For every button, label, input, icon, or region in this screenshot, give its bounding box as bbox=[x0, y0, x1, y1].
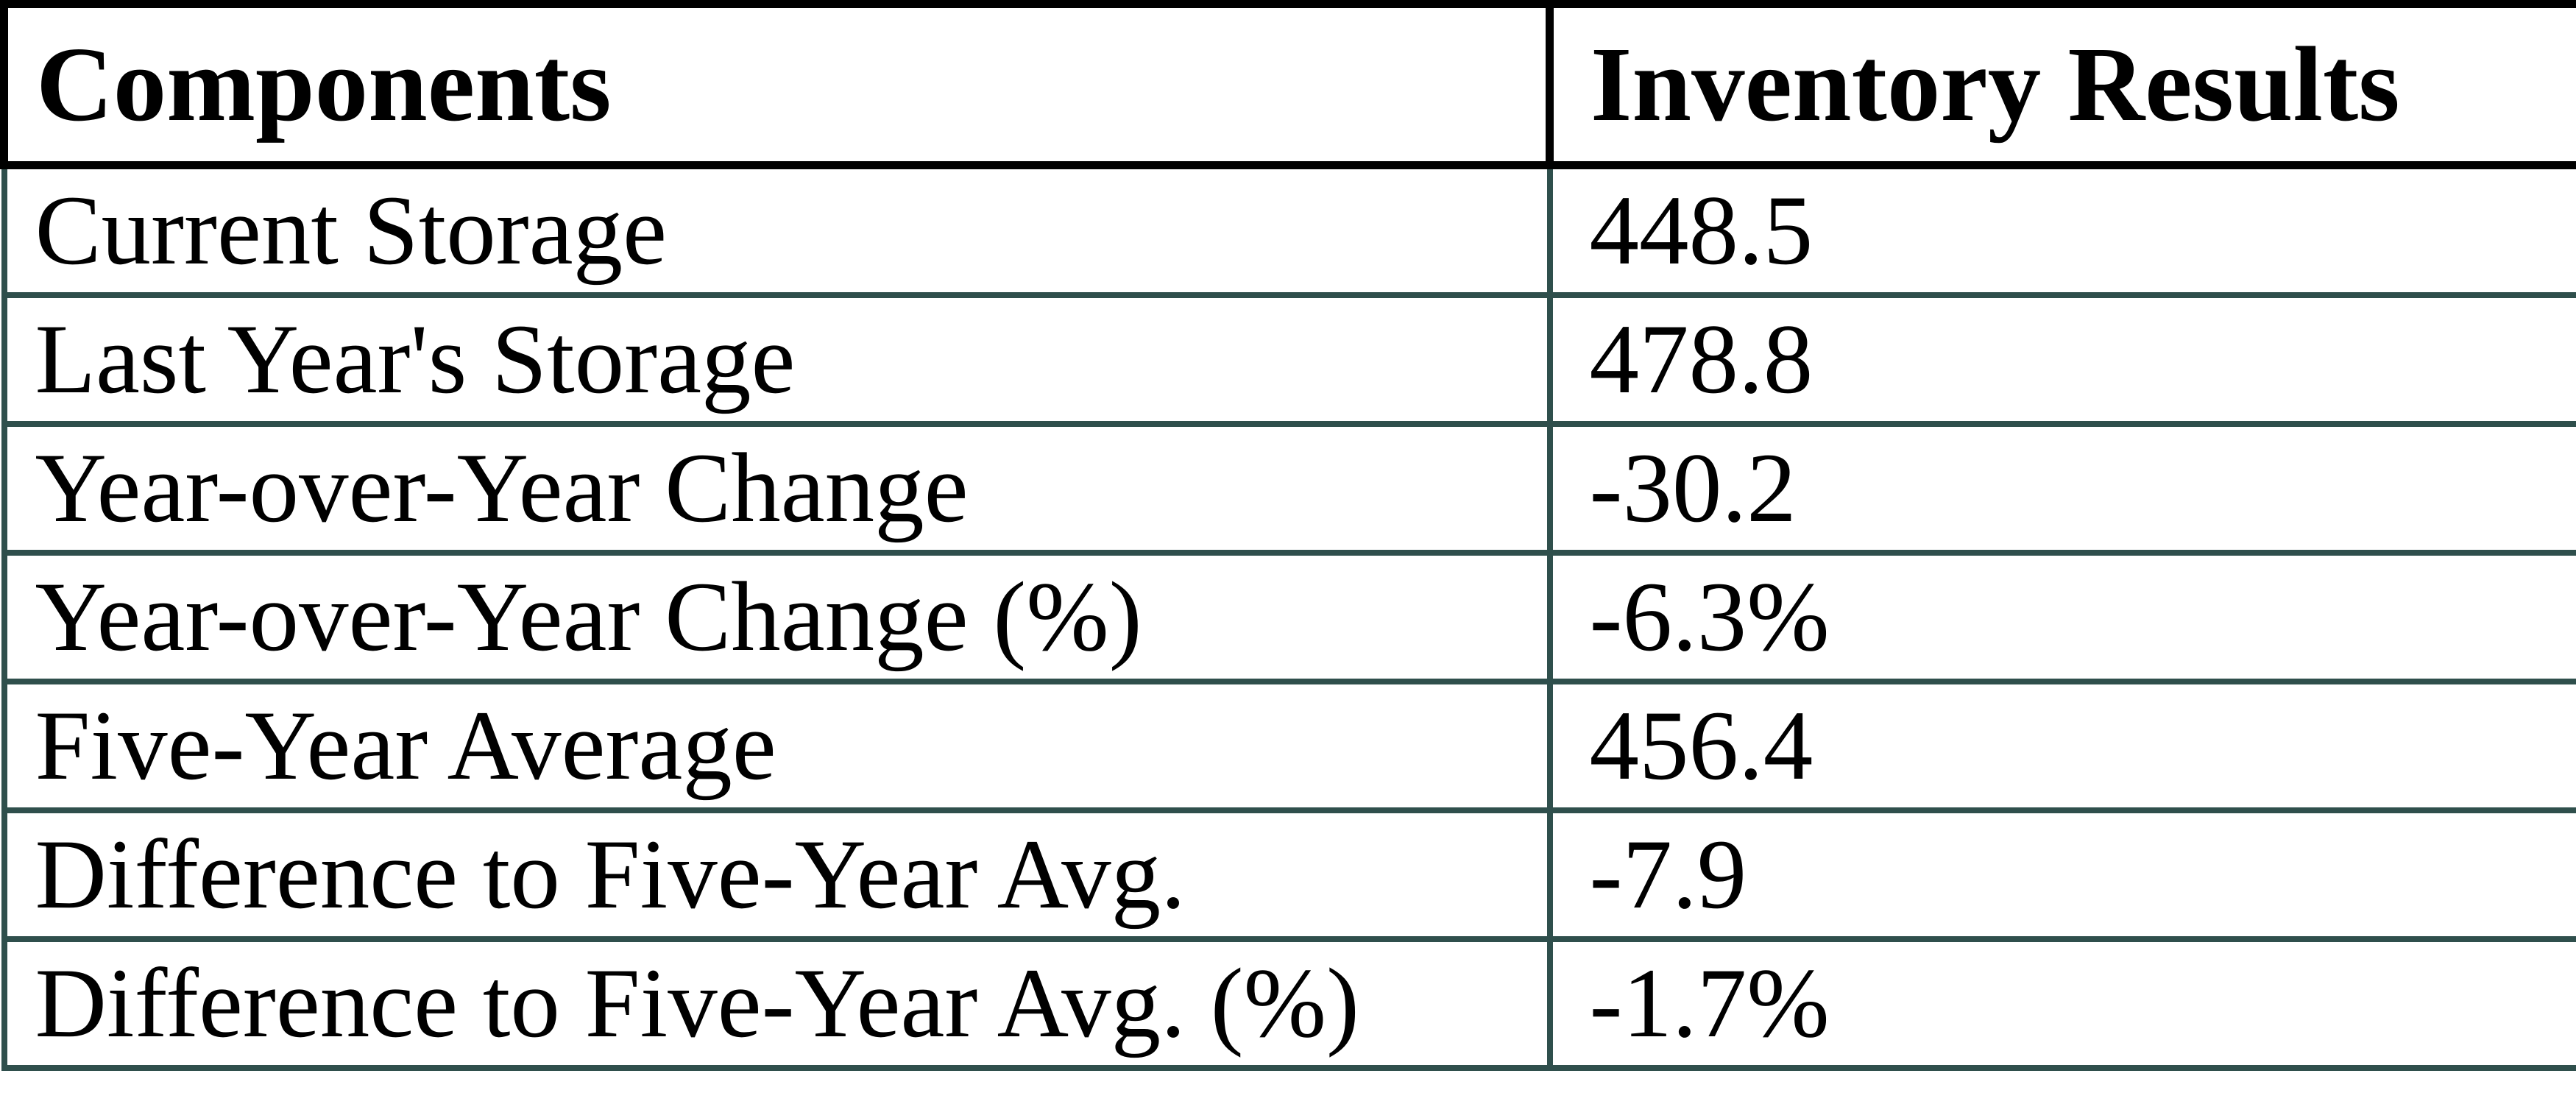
header-cell-inventory-results: Inventory Results bbox=[1546, 0, 2576, 169]
row-value: 478.8 bbox=[1546, 292, 2576, 427]
row-value: -1.7% bbox=[1546, 936, 2576, 1071]
header-cell-components: Components bbox=[0, 0, 1554, 169]
row-value: -30.2 bbox=[1546, 421, 2576, 556]
table-row-diff-five-year-avg: Difference to Five-Year Avg. -7.9 bbox=[1, 807, 2576, 942]
row-value: 448.5 bbox=[1546, 162, 2576, 298]
table-row-last-years-storage: Last Year's Storage 478.8 bbox=[1, 292, 2576, 427]
row-label: Difference to Five-Year Avg. bbox=[1, 807, 1553, 942]
row-value: -7.9 bbox=[1546, 807, 2576, 942]
row-value: -6.3% bbox=[1546, 550, 2576, 684]
inventory-results-table: Components Inventory Results Current Sto… bbox=[0, 0, 2576, 1071]
table-row-diff-five-year-avg-pct: Difference to Five-Year Avg. (%) -1.7% bbox=[1, 936, 2576, 1071]
table-row-current-storage: Current Storage 448.5 bbox=[1, 162, 2576, 298]
table-row-yoy-change-pct: Year-over-Year Change (%) -6.3% bbox=[1, 550, 2576, 684]
row-label: Current Storage bbox=[1, 162, 1553, 298]
row-label: Five-Year Average bbox=[1, 679, 1553, 813]
row-value: 456.4 bbox=[1546, 679, 2576, 813]
row-label: Difference to Five-Year Avg. (%) bbox=[1, 936, 1553, 1071]
row-label: Last Year's Storage bbox=[1, 292, 1553, 427]
table-row-five-year-average: Five-Year Average 456.4 bbox=[1, 679, 2576, 813]
row-label: Year-over-Year Change bbox=[1, 421, 1553, 556]
row-label: Year-over-Year Change (%) bbox=[1, 550, 1553, 684]
table-row-yoy-change: Year-over-Year Change -30.2 bbox=[1, 421, 2576, 556]
table-header-row: Components Inventory Results bbox=[0, 0, 2576, 169]
